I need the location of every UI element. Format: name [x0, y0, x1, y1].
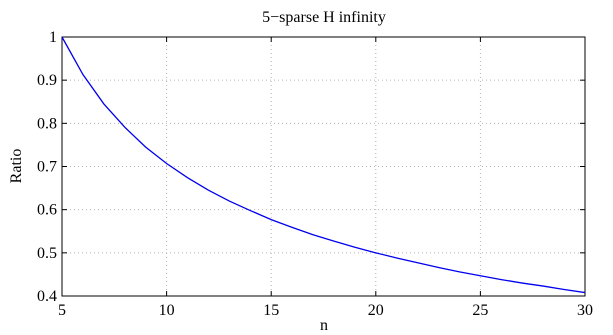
- y-axis-label: Ratio: [8, 149, 25, 184]
- x-tick-label: 30: [577, 302, 593, 319]
- chart-title: 5−sparse H infinity: [262, 9, 386, 26]
- y-tick-label: 1: [49, 29, 57, 46]
- x-axis-label: n: [320, 317, 328, 334]
- axis-ticks: 5 10 15 20 25 30 0.4 0.5 0.6 0.7 0.8 0.9 1: [37, 29, 593, 319]
- y-tick-label: 0.4: [37, 288, 57, 305]
- y-tick-label: 0.9: [37, 72, 57, 89]
- x-tick-label: 15: [263, 302, 279, 319]
- x-tick-label: 25: [472, 302, 488, 319]
- y-tick-label: 0.5: [37, 245, 57, 262]
- series-line: [61, 36, 586, 294]
- grid-lines: [62, 37, 585, 296]
- x-tick-label: 10: [159, 302, 175, 319]
- y-tick-label: 0.8: [37, 115, 57, 132]
- y-tick-label: 0.7: [37, 159, 57, 176]
- x-tick-label: 5: [58, 302, 66, 319]
- series-group: [61, 36, 586, 294]
- y-tick-label: 0.6: [37, 202, 57, 219]
- x-tick-label: 20: [368, 302, 384, 319]
